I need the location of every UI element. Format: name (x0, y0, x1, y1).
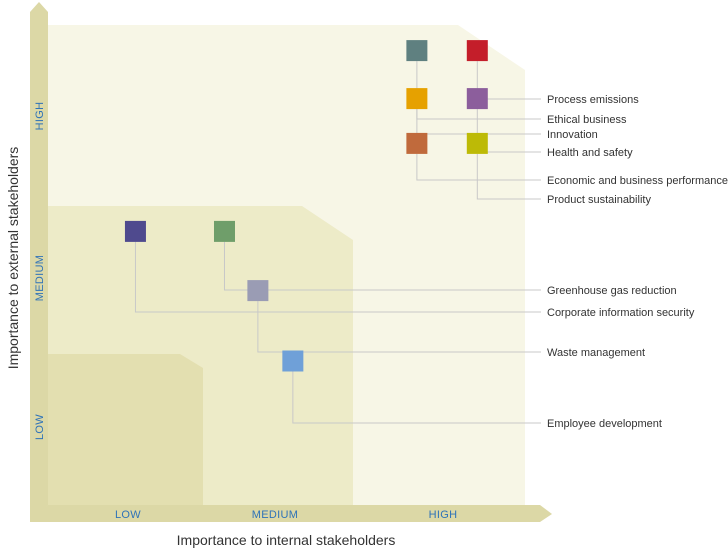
marker-ethical-business (406, 40, 428, 62)
leader-product-sustainability (476, 153, 541, 200)
leader-corporate-information-security (134, 241, 541, 313)
label-greenhouse-gas-reduction: Greenhouse gas reduction (547, 285, 677, 297)
y-axis-arrow-icon (30, 2, 48, 25)
marker-product-sustainability (466, 132, 488, 154)
marker-health-and-safety (466, 88, 488, 110)
x-tick-medium: MEDIUM (252, 509, 298, 521)
label-waste-management: Waste management (547, 347, 645, 359)
zone-low (30, 354, 203, 522)
label-innovation: Innovation (547, 129, 598, 141)
marker-greenhouse-gas-reduction (213, 220, 235, 242)
y-tick-high: HIGH (34, 102, 46, 131)
label-process-emissions: Process emissions (547, 94, 639, 106)
x-axis-title: Importance to internal stakeholders (177, 532, 396, 548)
label-employee-development: Employee development (547, 418, 662, 430)
label-product-sustainability: Product sustainability (547, 194, 651, 206)
leader-greenhouse-gas-reduction (223, 241, 541, 291)
leader-employee-development (292, 371, 541, 424)
label-health-and-safety: Health and safety (547, 147, 633, 159)
leader-economic-and-business-performance (416, 153, 541, 181)
x-tick-low: LOW (115, 509, 141, 521)
x-axis-arrow-icon (525, 505, 552, 522)
marker-economic-and-business-performance (406, 132, 428, 154)
y-axis-title: Importance to external stakeholders (5, 147, 21, 370)
marker-employee-development (282, 350, 304, 372)
label-ethical-business: Ethical business (547, 114, 627, 126)
y-tick-low: LOW (34, 414, 46, 440)
marker-process-emissions (466, 40, 488, 62)
marker-waste-management (247, 280, 269, 302)
leader-waste-management (257, 301, 541, 353)
x-tick-high: HIGH (429, 509, 458, 521)
label-corporate-information-security: Corporate information security (547, 307, 695, 319)
label-economic-and-business-performance: Economic and business performance (547, 175, 728, 187)
y-tick-medium: MEDIUM (34, 255, 46, 301)
marker-innovation (406, 88, 428, 110)
x-axis-bar (30, 505, 525, 522)
y-axis-bar (30, 25, 48, 522)
marker-corporate-information-security (124, 220, 146, 242)
